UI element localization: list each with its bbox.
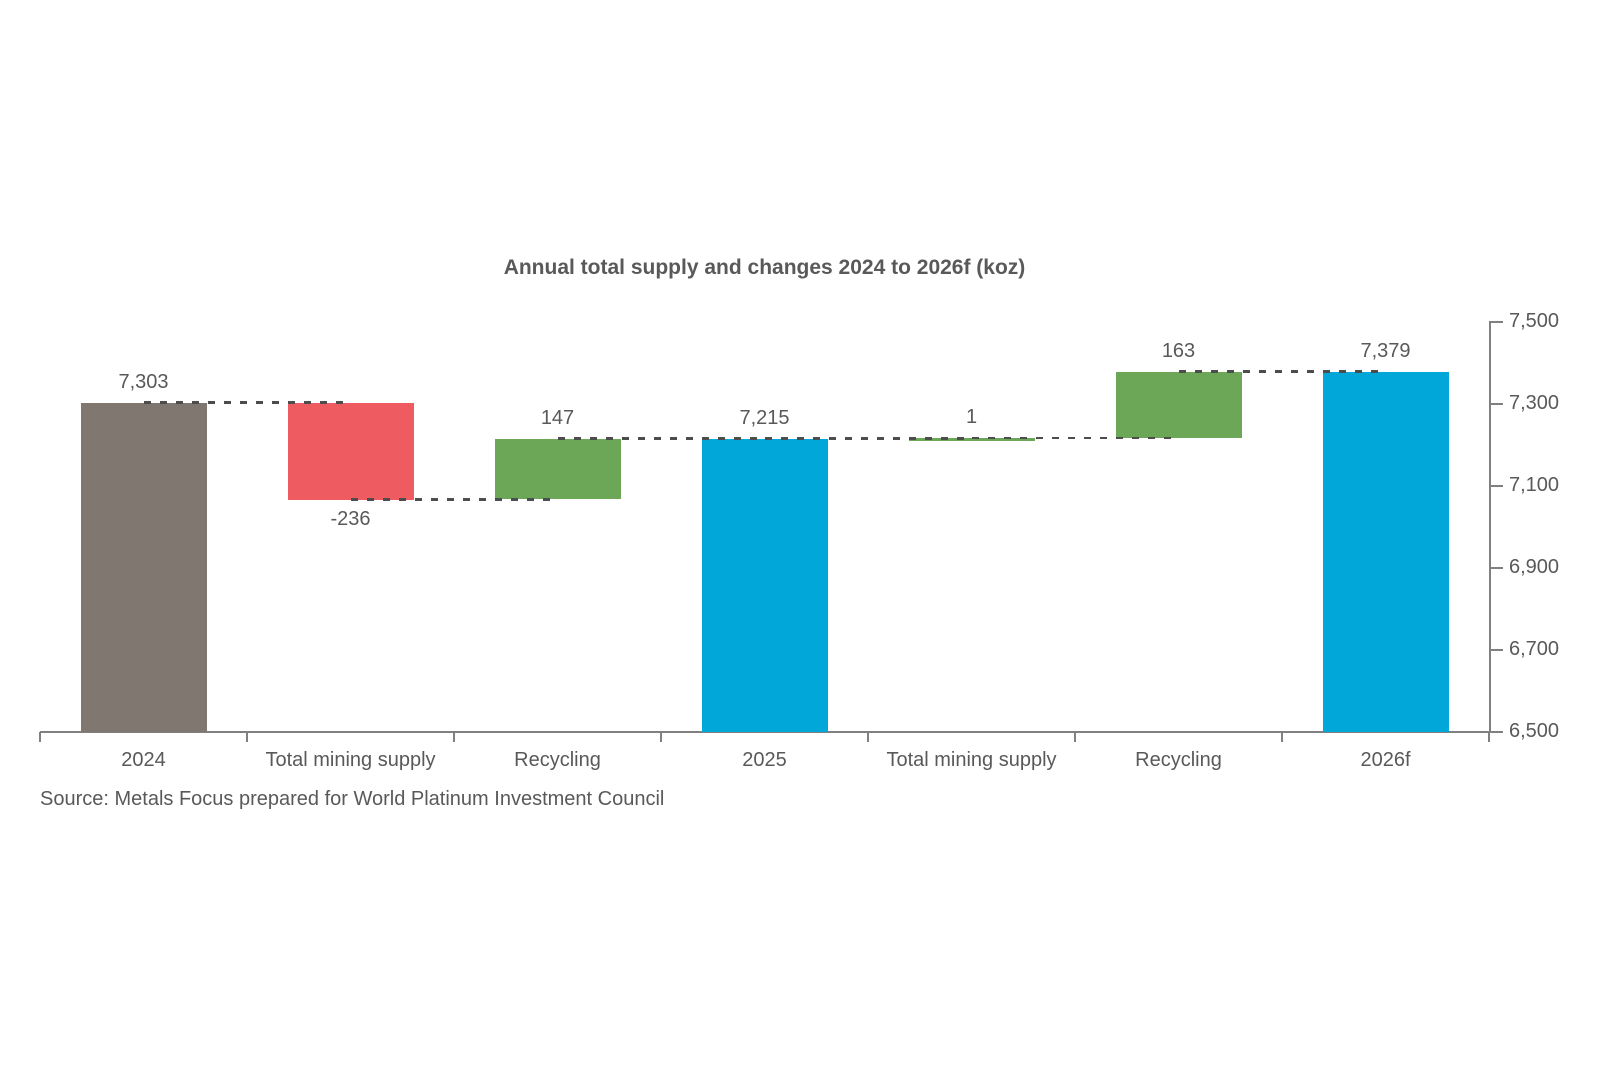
y-axis-tick: [1489, 649, 1503, 651]
x-axis-tick: [867, 732, 869, 742]
waterfall-connector: [557, 437, 765, 440]
bar-value-label: -236: [330, 507, 371, 530]
bar-value-label: 1: [965, 406, 978, 429]
y-axis-tick: [1489, 403, 1503, 405]
y-axis-tick-label: 7,500: [1509, 310, 1560, 332]
waterfall-bar: [287, 402, 414, 500]
waterfall-connector: [143, 401, 351, 404]
x-axis-tick: [246, 732, 248, 742]
plot-area: 6,500 6,700 6,900 7,100 7,300 7,500 7,303 2024 -…: [39, 310, 1559, 771]
x-axis-category-label: 2025: [742, 749, 787, 771]
x-axis-category-label: Total mining supply: [265, 749, 436, 771]
waterfall-connector: [764, 437, 972, 440]
bar-value-label: 7,379: [1360, 339, 1411, 362]
y-axis-tick: [1489, 321, 1503, 323]
bar-value-label: 7,303: [118, 370, 169, 393]
x-axis-category-label: 2024: [121, 749, 166, 771]
x-axis-tick: [453, 732, 455, 742]
x-axis-line: [40, 731, 1491, 733]
chart-title: Annual total supply and changes 2024 to …: [503, 256, 1026, 279]
x-axis-tick: [39, 732, 41, 742]
y-axis-tick-label: 7,300: [1509, 392, 1560, 414]
x-axis-category-label: Total mining supply: [886, 749, 1057, 771]
bar-value-label: 7,215: [739, 406, 790, 429]
y-axis-tick-label: 6,700: [1509, 638, 1560, 660]
x-axis-tick: [1074, 732, 1076, 742]
waterfall-connector: [350, 498, 558, 501]
waterfall-bar: [80, 402, 207, 732]
y-axis-tick-label: 6,900: [1509, 556, 1560, 578]
waterfall-connector: [971, 436, 1179, 440]
waterfall-bar: [494, 438, 621, 500]
y-axis-tick: [1489, 731, 1503, 733]
bar-value-label: 147: [540, 406, 575, 429]
y-axis-tick: [1489, 567, 1503, 569]
waterfall-bar: [1115, 371, 1242, 439]
x-axis-category-label: Recycling: [514, 749, 601, 771]
y-axis-line: [1489, 322, 1491, 732]
source-note: Source: Metals Focus prepared for World …: [40, 788, 665, 810]
waterfall-bar: [908, 438, 1035, 442]
y-axis-tick-label: 7,100: [1509, 474, 1560, 496]
waterfall-connector: [1178, 370, 1386, 373]
waterfall-bar: [1322, 371, 1449, 732]
x-axis-tick: [1488, 732, 1490, 742]
y-axis-tick: [1489, 485, 1503, 487]
bar-value-label: 163: [1161, 339, 1196, 362]
x-axis-tick: [1281, 732, 1283, 742]
x-axis-category-label: 2026f: [1360, 749, 1411, 771]
waterfall-bar: [701, 438, 828, 732]
y-axis-tick-label: 6,500: [1509, 720, 1560, 742]
x-axis-tick: [660, 732, 662, 742]
x-axis-category-label: Recycling: [1135, 749, 1222, 771]
